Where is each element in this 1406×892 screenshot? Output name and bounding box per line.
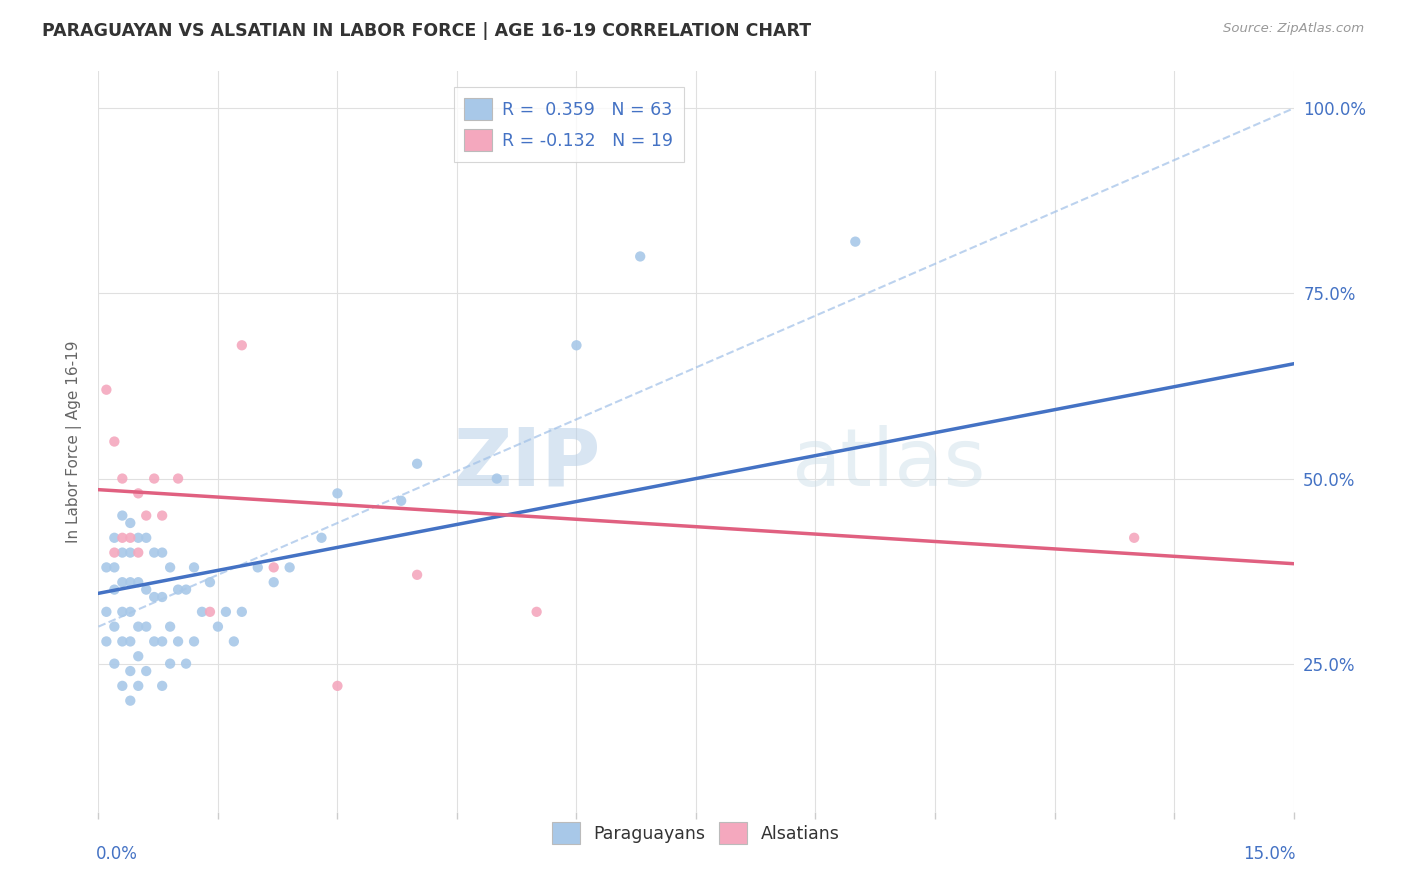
Point [191,605,214,619]
Point [127,649,149,664]
Point [326,679,349,693]
Point [278,560,301,574]
Point [135,664,157,678]
Point [263,560,285,574]
Point [120,546,142,560]
Point [143,590,166,604]
Point [111,531,134,545]
Point [406,457,429,471]
Point [111,546,134,560]
Point [143,471,166,485]
Point [565,338,588,352]
Point [103,619,125,633]
Text: Source: ZipAtlas.com: Source: ZipAtlas.com [1223,22,1364,36]
Point [485,471,508,485]
Point [103,546,125,560]
Point [222,634,245,648]
Point [96,560,118,574]
Point [127,679,149,693]
Point [174,582,197,597]
Point [120,531,142,545]
Point [127,486,149,500]
Point [111,605,134,619]
Point [183,634,205,648]
Point [111,508,134,523]
Point [150,590,173,604]
Point [231,605,253,619]
Point [111,634,134,648]
Point [135,582,157,597]
Point [143,546,166,560]
Point [127,619,149,633]
Point [135,619,157,633]
Point [120,575,142,590]
Point [127,575,149,590]
Point [389,493,412,508]
Point [103,657,125,671]
Point [198,575,221,590]
Point [159,657,181,671]
Text: ZIP: ZIP [453,425,600,503]
Point [246,560,269,574]
Legend: Paraguayans, Alsatians: Paraguayans, Alsatians [546,815,846,851]
Point [183,560,205,574]
Point [103,434,125,449]
Point [159,560,181,574]
Y-axis label: In Labor Force | Age 16-19: In Labor Force | Age 16-19 [66,340,83,543]
Point [135,508,157,523]
Point [207,619,229,633]
Point [231,338,253,352]
Point [103,531,125,545]
Point [103,582,125,597]
Point [326,486,349,500]
Point [120,664,142,678]
Point [120,694,142,708]
Point [120,516,142,530]
Point [96,634,118,648]
Point [143,634,166,648]
Point [120,634,142,648]
Point [215,605,238,619]
Point [263,575,285,590]
Point [111,679,134,693]
Text: 0.0%: 0.0% [96,845,138,863]
Point [150,508,173,523]
Point [174,657,197,671]
Point [311,531,333,545]
Text: 15.0%: 15.0% [1243,845,1296,863]
Point [150,546,173,560]
Point [159,619,181,633]
Point [198,605,221,619]
Text: atlas: atlas [792,425,986,503]
Point [111,471,134,485]
Point [628,250,651,264]
Point [111,575,134,590]
Point [167,471,190,485]
Point [120,605,142,619]
Point [150,679,173,693]
Point [127,546,149,560]
Point [526,605,548,619]
Point [167,634,190,648]
Point [406,567,429,582]
Point [103,560,125,574]
Point [167,582,190,597]
Point [1123,531,1146,545]
Text: PARAGUAYAN VS ALSATIAN IN LABOR FORCE | AGE 16-19 CORRELATION CHART: PARAGUAYAN VS ALSATIAN IN LABOR FORCE | … [42,22,811,40]
Point [96,605,118,619]
Point [150,634,173,648]
Point [135,531,157,545]
Point [844,235,866,249]
Point [96,383,118,397]
Point [127,531,149,545]
